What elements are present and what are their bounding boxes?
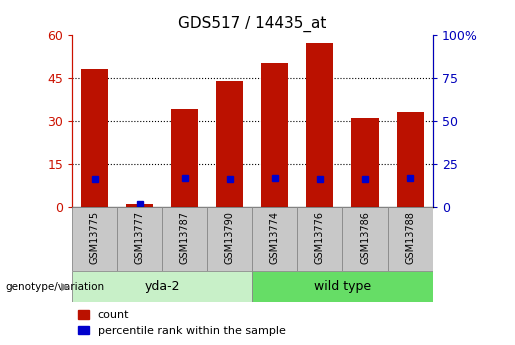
FancyBboxPatch shape — [162, 207, 207, 271]
FancyBboxPatch shape — [117, 207, 162, 271]
Bar — [306, 43, 333, 207]
Text: yda-2: yda-2 — [145, 280, 180, 293]
Text: GSM13776: GSM13776 — [315, 211, 325, 264]
Title: GDS517 / 14435_at: GDS517 / 14435_at — [178, 16, 327, 32]
Text: GSM13774: GSM13774 — [270, 211, 280, 264]
FancyBboxPatch shape — [72, 207, 117, 271]
Bar — [216, 80, 243, 207]
Text: GSM13775: GSM13775 — [90, 211, 99, 264]
Bar — [171, 109, 198, 207]
FancyBboxPatch shape — [252, 207, 297, 271]
Text: GSM13790: GSM13790 — [225, 211, 235, 264]
Legend: count, percentile rank within the sample: count, percentile rank within the sample — [78, 310, 285, 336]
Text: GSM13777: GSM13777 — [135, 211, 145, 264]
Bar — [261, 63, 288, 207]
Text: ▶: ▶ — [61, 282, 70, 292]
FancyBboxPatch shape — [207, 207, 252, 271]
Bar — [81, 69, 108, 207]
FancyBboxPatch shape — [72, 271, 252, 302]
Bar — [351, 118, 379, 207]
Bar — [126, 204, 153, 207]
FancyBboxPatch shape — [297, 207, 342, 271]
Text: GSM13787: GSM13787 — [180, 211, 190, 264]
Text: GSM13788: GSM13788 — [405, 211, 415, 264]
Text: wild type: wild type — [314, 280, 371, 293]
Text: GSM13786: GSM13786 — [360, 211, 370, 264]
FancyBboxPatch shape — [252, 271, 433, 302]
Bar — [397, 112, 423, 207]
Text: genotype/variation: genotype/variation — [5, 282, 104, 292]
FancyBboxPatch shape — [342, 207, 387, 271]
FancyBboxPatch shape — [387, 207, 433, 271]
